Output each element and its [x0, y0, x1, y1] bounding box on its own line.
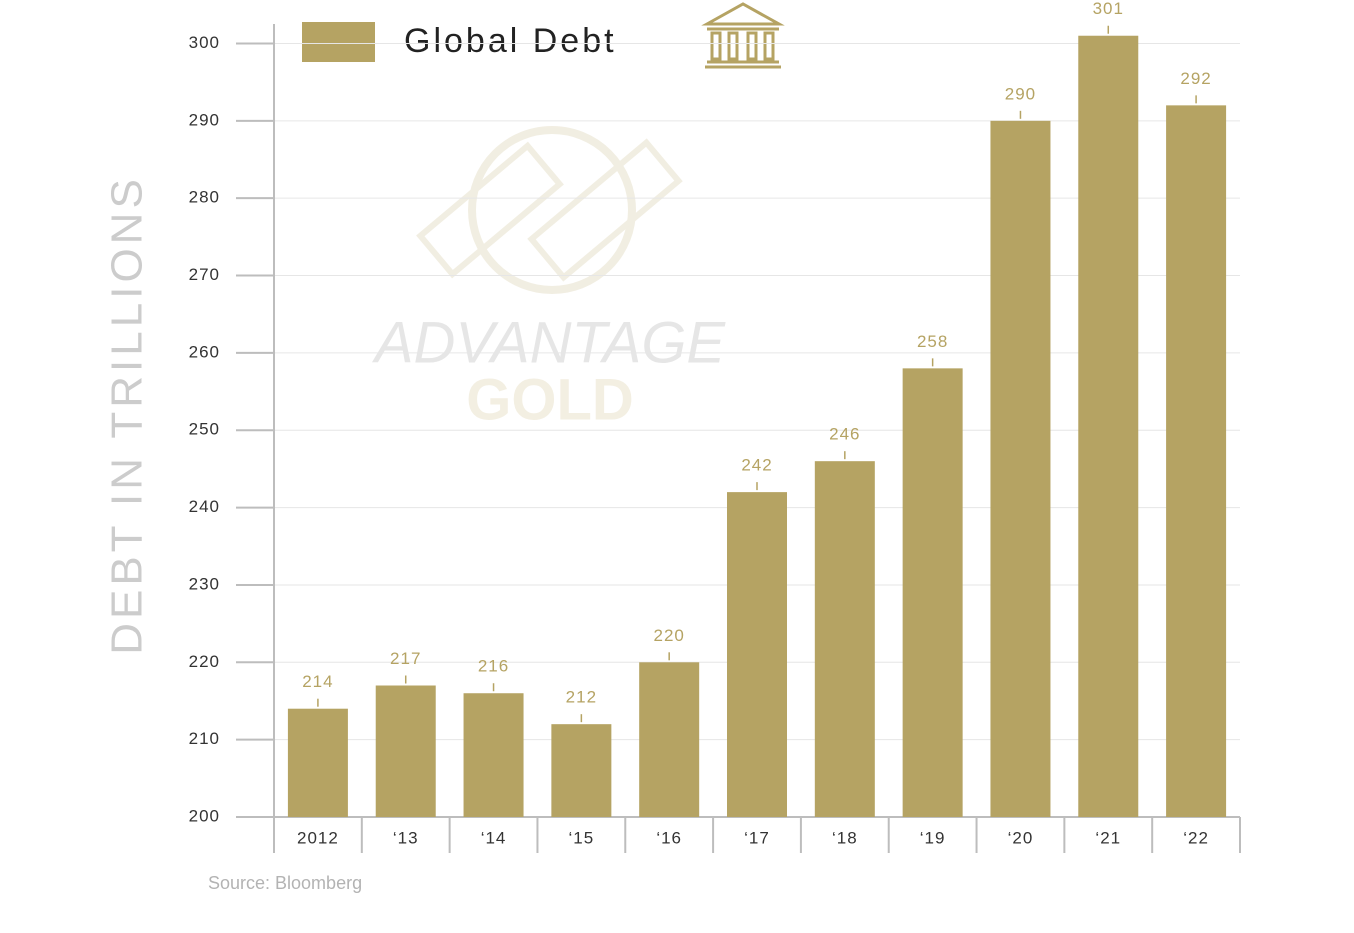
bar — [1078, 35, 1139, 818]
x-tick-label: ‘22 — [1183, 828, 1209, 847]
y-tick-label: 230 — [189, 574, 220, 593]
value-label: 220 — [653, 626, 684, 645]
y-axis-label: DEBT IN TRILLIONS — [103, 175, 152, 655]
watermark-text: GOLD — [466, 367, 634, 432]
x-tick-label: ‘16 — [656, 828, 682, 847]
bar — [814, 461, 875, 817]
watermark-shape — [527, 138, 683, 282]
y-tick-label: 280 — [189, 188, 220, 207]
watermark-text: ADVANTAGE — [372, 310, 727, 375]
bar — [902, 368, 963, 817]
x-tick-label: ‘21 — [1095, 828, 1121, 847]
y-tick-label: 220 — [189, 652, 220, 671]
value-label: 290 — [1005, 84, 1036, 103]
y-tick-label: 240 — [189, 497, 220, 516]
legend-swatch — [302, 22, 375, 62]
value-label: 216 — [478, 657, 509, 676]
bar — [639, 662, 700, 817]
value-label: 214 — [302, 672, 333, 691]
y-tick-label: 210 — [189, 729, 220, 748]
y-tick-label: 290 — [189, 110, 220, 129]
x-tick-label: 2012 — [297, 828, 339, 847]
x-tick-label: ‘17 — [744, 828, 770, 847]
watermark — [416, 126, 683, 294]
x-tick-label: ‘13 — [393, 828, 419, 847]
bar — [375, 685, 436, 817]
watermark-ring — [468, 126, 636, 294]
value-label: 212 — [566, 688, 597, 707]
value-label: 301 — [1093, 0, 1124, 18]
y-tick-label: 200 — [189, 806, 220, 825]
bar — [463, 693, 524, 817]
legend-label: Global Debt — [404, 22, 617, 60]
bar — [287, 708, 348, 817]
y-tick-label: 300 — [189, 33, 220, 52]
x-tick-label: ‘15 — [569, 828, 595, 847]
bank-icon — [701, 2, 785, 69]
x-tick-label: ‘19 — [920, 828, 946, 847]
x-tick-label: ‘14 — [481, 828, 507, 847]
y-tick-label: 250 — [189, 420, 220, 439]
x-tick-label: ‘18 — [832, 828, 858, 847]
y-tick-label: 270 — [189, 265, 220, 284]
y-tick-label: 260 — [189, 342, 220, 361]
watermark-shape — [416, 141, 564, 279]
source-note: Source: Bloomberg — [208, 873, 362, 893]
value-label: 217 — [390, 649, 421, 668]
bar — [727, 492, 787, 817]
value-label: 246 — [829, 425, 860, 444]
bar — [551, 724, 612, 817]
bar — [1166, 105, 1227, 817]
value-label: 292 — [1180, 69, 1211, 88]
x-tick-label: ‘20 — [1008, 828, 1034, 847]
bar — [990, 120, 1051, 817]
value-label: 242 — [741, 456, 772, 475]
value-label: 258 — [917, 332, 948, 351]
